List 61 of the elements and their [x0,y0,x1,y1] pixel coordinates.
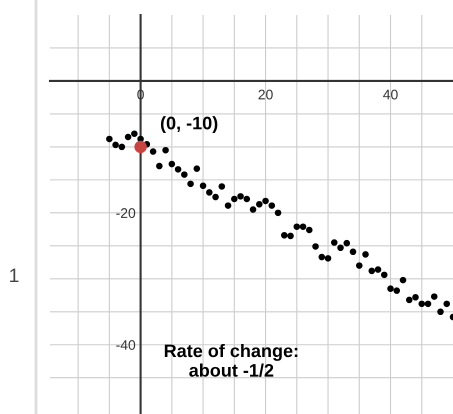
point [150,148,156,155]
point [406,296,413,304]
point [344,240,350,246]
point [268,202,276,209]
point [256,201,263,208]
point [437,308,444,316]
point [187,180,194,188]
point [324,255,332,262]
point [200,182,206,190]
point [212,194,219,200]
point [124,134,132,140]
y-tick-label: -20 [116,208,136,218]
point [106,136,113,142]
point [112,142,119,148]
point [306,226,313,234]
point [394,287,400,294]
point [387,285,394,292]
annotation: Rate of change: about -1/2 [164,344,298,377]
point [312,243,319,250]
point [218,183,226,190]
point [262,198,269,204]
text: 1 [10,268,18,282]
point [318,254,326,260]
point [374,266,382,273]
point [362,251,369,258]
point [231,196,238,202]
point [206,189,213,196]
point [300,223,306,230]
point [294,223,300,230]
point [274,210,282,216]
point [281,232,288,239]
point [412,294,419,301]
point [181,171,188,178]
point [350,248,356,256]
point [250,206,256,213]
x-tick-label: 20 [258,90,273,100]
point [194,165,200,172]
annotation: (0, -10) [160,116,218,134]
point [224,202,232,209]
point [118,144,126,150]
point [134,140,147,154]
point [156,162,163,170]
point [424,300,432,308]
point [287,232,294,240]
y-tick-label: -40 [116,340,136,350]
x-tick-label: 40 [383,90,398,100]
point [162,146,169,154]
point [237,193,244,200]
point [356,262,363,269]
point [131,130,138,137]
point [174,166,182,173]
point [431,293,438,300]
point [443,300,450,308]
point [400,276,406,284]
point [168,160,176,168]
point [381,272,388,278]
point [331,239,338,246]
point [368,268,376,274]
point [418,300,426,308]
point [337,244,344,252]
point [244,196,250,202]
